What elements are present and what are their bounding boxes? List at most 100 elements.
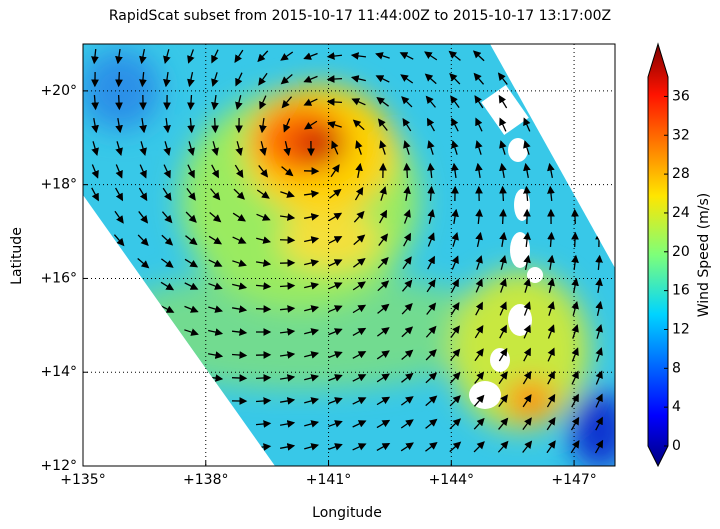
colorbar-label: Wind Speed (m/s) — [696, 193, 712, 318]
wind-arrow — [425, 395, 438, 407]
wind-arrow — [547, 301, 555, 316]
wind-arrow — [522, 370, 532, 385]
wind-arrow — [499, 140, 507, 155]
wind-arrow — [280, 73, 293, 85]
wind-arrow — [449, 371, 461, 384]
wind-arrow — [451, 278, 459, 293]
wind-arrow — [378, 233, 389, 246]
wind-arrow — [401, 303, 413, 315]
wind-arrow — [304, 236, 320, 244]
wind-arrow — [571, 324, 579, 339]
wind-arrow — [234, 164, 244, 179]
wind-arrow — [115, 117, 123, 134]
wind-arrow — [376, 396, 391, 406]
wind-arrow — [475, 117, 483, 132]
wind-arrow — [353, 234, 366, 246]
wind-arrow — [377, 280, 390, 292]
wind-arrow — [304, 420, 320, 428]
wind-arrow — [352, 397, 367, 405]
wind-arrow — [499, 231, 507, 248]
wind-arrow — [304, 328, 320, 336]
wind-arrow — [231, 305, 248, 313]
wind-arrow — [232, 236, 247, 244]
wind-arrow — [547, 254, 555, 271]
wind-arrow — [571, 231, 579, 248]
wind-arrow — [235, 141, 243, 157]
wind-arrow — [279, 397, 296, 405]
wind-arrow — [184, 258, 199, 268]
wind-arrow — [115, 187, 124, 202]
wind-arrow — [595, 324, 603, 339]
wind-arrow — [595, 277, 603, 294]
wind-arrow — [499, 301, 507, 316]
wind-arrow — [234, 49, 244, 63]
wind-arrow — [425, 325, 437, 338]
wind-arrow — [402, 256, 412, 270]
wind-arrow — [208, 259, 223, 267]
wind-arrow — [113, 234, 125, 247]
wind-arrow — [139, 141, 147, 156]
wind-arrow — [91, 117, 99, 134]
wind-arrow — [427, 255, 435, 270]
y-tick-label: +14° — [40, 364, 77, 380]
wind-arrow — [232, 259, 247, 267]
wind-arrow — [281, 96, 293, 109]
wind-arrow — [354, 186, 364, 201]
wind-arrow — [279, 351, 296, 359]
wind-arrow — [425, 95, 436, 108]
wind-arrow — [303, 98, 318, 106]
wind-arrow — [425, 418, 438, 429]
wind-arrow — [304, 282, 320, 290]
wind-arrow — [475, 278, 483, 293]
wind-arrow — [377, 256, 389, 269]
wind-arrow — [353, 210, 365, 223]
wind-vectors — [91, 48, 604, 454]
wind-arrow — [451, 208, 459, 225]
wind-arrow — [209, 211, 222, 223]
wind-arrow — [232, 212, 246, 222]
wind-arrow — [139, 117, 147, 134]
wind-arrow — [498, 347, 508, 362]
wind-arrow — [187, 141, 195, 156]
wind-arrow — [523, 324, 531, 339]
wind-arrow — [258, 72, 268, 86]
wind-arrow — [499, 324, 507, 339]
wind-arrow — [401, 279, 413, 292]
wind-arrow — [280, 190, 295, 198]
wind-arrow — [279, 305, 296, 313]
wind-arrow — [376, 327, 390, 337]
wind-arrow — [279, 328, 296, 336]
wind-arrow — [400, 419, 414, 429]
wind-arrow — [425, 372, 438, 384]
wind-arrow — [303, 120, 318, 130]
wind-arrow — [232, 282, 248, 290]
wind-arrow — [304, 374, 320, 382]
wind-arrow — [328, 236, 343, 244]
wind-arrow — [328, 259, 343, 267]
wind-arrow — [115, 94, 123, 111]
wind-arrow — [376, 350, 390, 360]
wind-arrow — [547, 231, 555, 248]
wind-arrow — [424, 51, 438, 61]
colorbar-tick-label: 28 — [672, 166, 690, 182]
wind-arrow — [473, 72, 485, 85]
colorbar-tick-label: 36 — [672, 88, 690, 104]
x-tick-label: +141° — [306, 472, 351, 488]
wind-arrow — [448, 50, 461, 61]
wind-arrow — [279, 420, 296, 428]
wind-arrow — [497, 440, 509, 453]
wind-arrow — [547, 324, 555, 339]
colorbar — [647, 42, 669, 468]
wind-arrow — [328, 420, 343, 428]
plot-frame — [82, 43, 616, 467]
wind-arrow — [281, 166, 294, 177]
wind-arrow — [326, 52, 343, 60]
wind-arrow — [210, 188, 221, 201]
wind-arrow — [377, 303, 390, 314]
wind-arrow — [355, 162, 363, 179]
wind-arrow — [163, 141, 171, 156]
wind-arrow — [449, 73, 461, 85]
chart-title: RapidScat subset from 2015-10-17 11:44:0… — [109, 8, 611, 24]
wind-arrow — [352, 443, 367, 451]
